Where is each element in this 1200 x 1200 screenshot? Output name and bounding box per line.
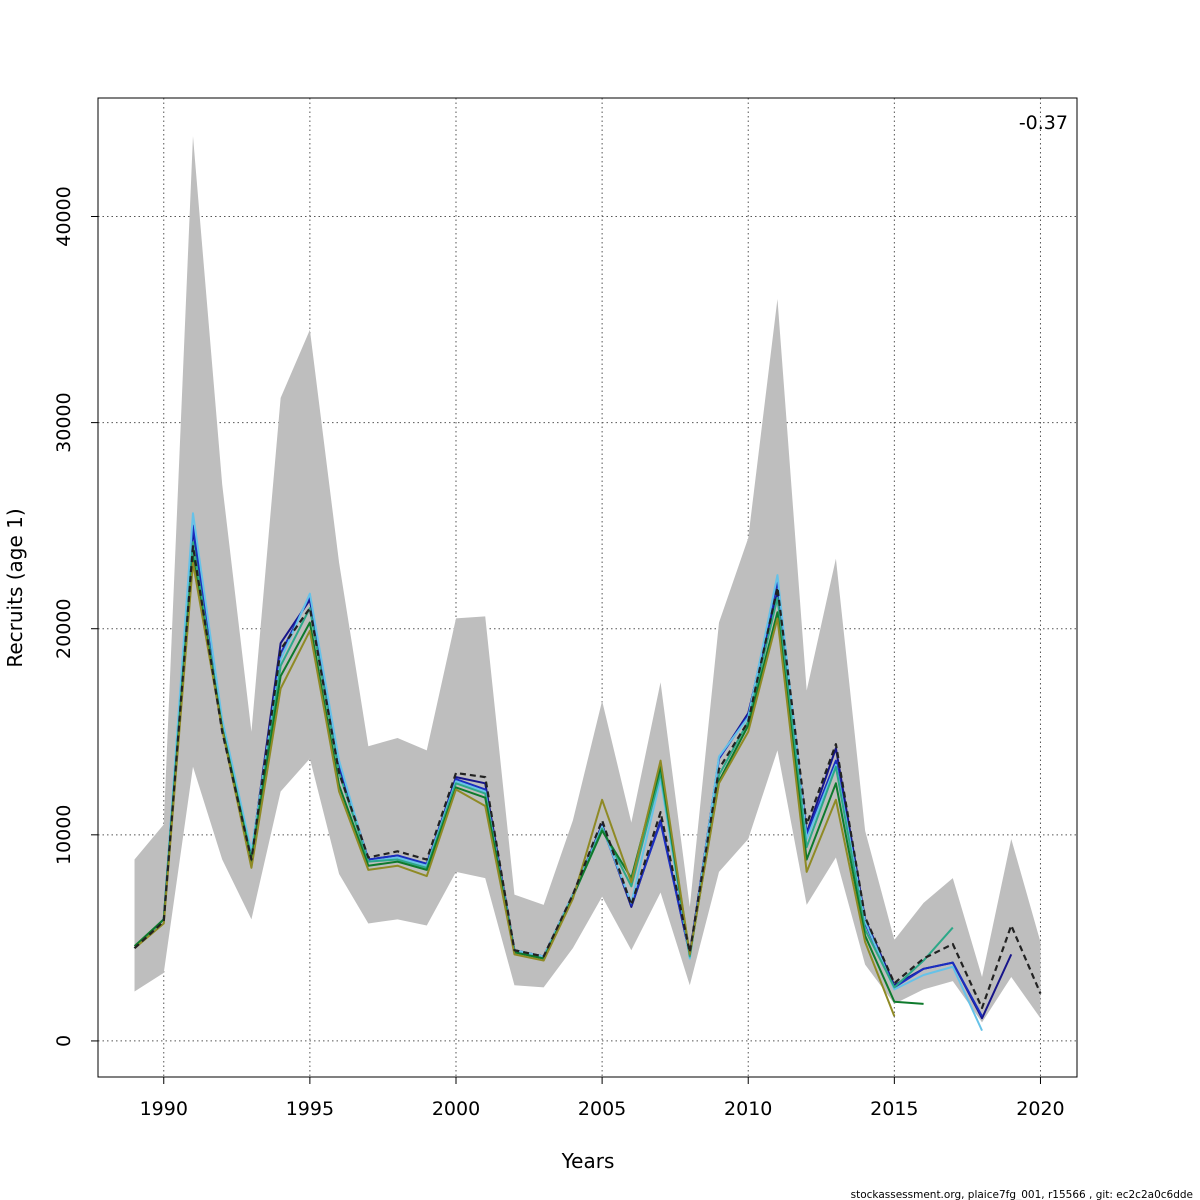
x-tick-label: 2005 xyxy=(578,1098,626,1120)
x-tick-label: 2015 xyxy=(870,1098,918,1120)
y-tick-label: 10000 xyxy=(53,805,75,865)
footer-credit: stockassessment.org, plaice7fg_001, r155… xyxy=(851,1189,1193,1200)
x-tick-label: 1990 xyxy=(140,1098,188,1120)
series-line-6 xyxy=(133,555,924,1005)
y-tick-label: 30000 xyxy=(53,392,75,452)
series-line-1 xyxy=(133,545,1042,1010)
x-axis-title: Years xyxy=(561,1149,615,1173)
x-tick-label: 2010 xyxy=(724,1098,772,1120)
x-tick-label: 2000 xyxy=(432,1098,480,1120)
y-tick-label: 20000 xyxy=(53,598,75,658)
y-tick-label: 40000 xyxy=(53,186,75,246)
y-axis: 0 10000 20000 30000 40000 xyxy=(53,186,99,1047)
correlation-annotation: -0.37 xyxy=(1019,112,1068,134)
series-lines xyxy=(133,512,1042,1032)
x-tick-label: 2020 xyxy=(1016,1098,1064,1120)
x-tick-label: 1995 xyxy=(286,1098,334,1120)
confidence-band xyxy=(134,136,1041,1023)
y-tick-label: 0 xyxy=(53,1035,75,1047)
series-line-7 xyxy=(133,561,896,1017)
confidence-band-area xyxy=(134,136,1041,1023)
x-axis: 1990 1995 2000 2005 2010 2015 2020 xyxy=(140,1076,1065,1120)
y-axis-title: Recruits (age 1) xyxy=(3,508,27,667)
